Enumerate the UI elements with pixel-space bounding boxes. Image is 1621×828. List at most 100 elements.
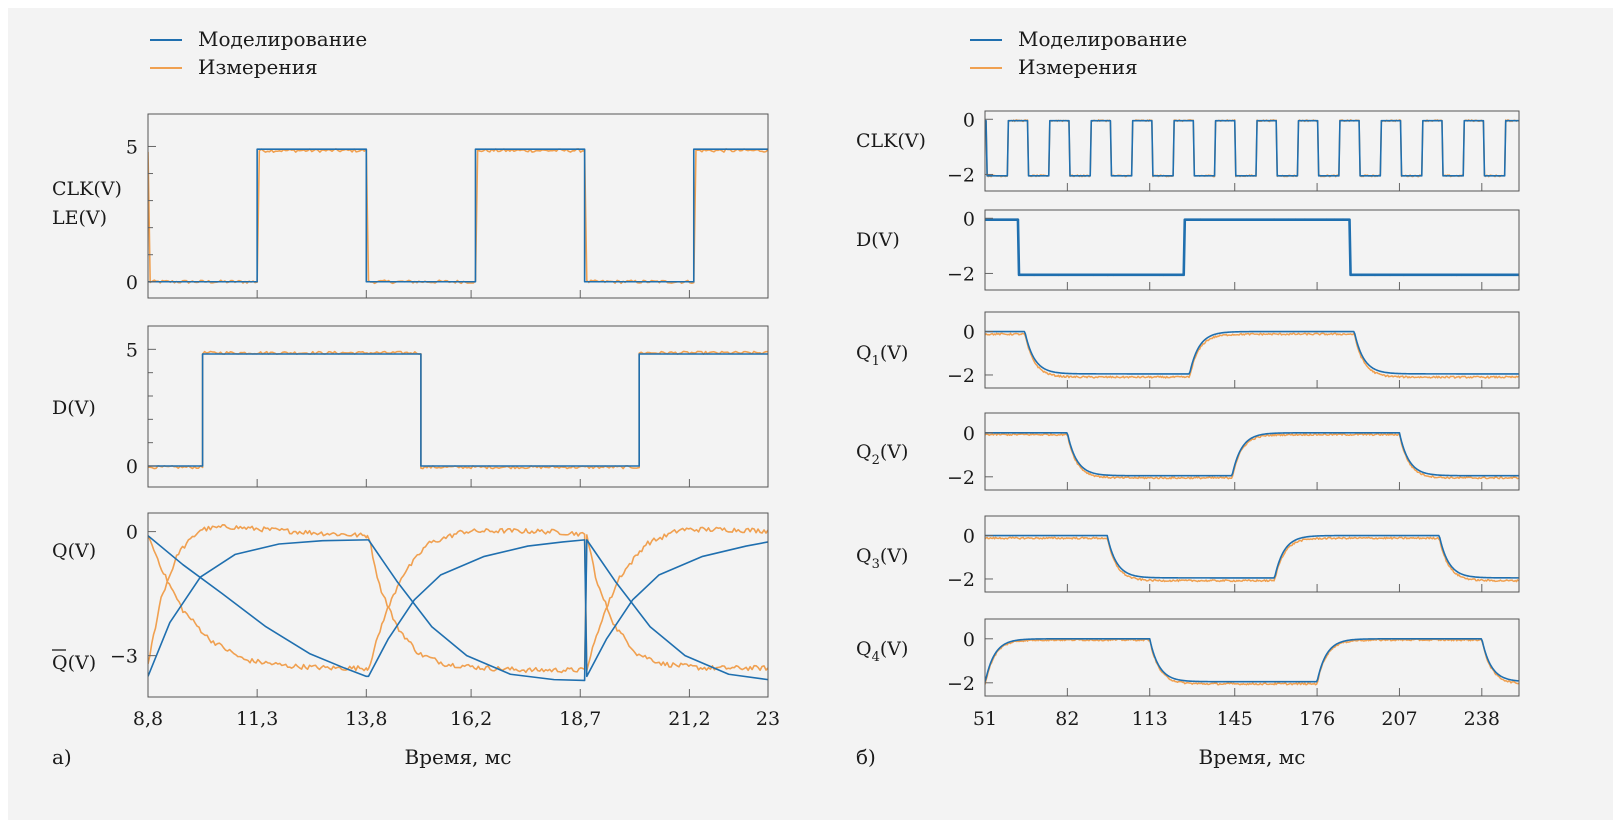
simulation-line bbox=[985, 119, 1519, 177]
plot-area bbox=[985, 312, 1519, 388]
subplot-a-2: 0 5 D(V) bbox=[52, 325, 769, 488]
plot-area bbox=[148, 114, 768, 298]
subplot-б-4: 0 −2 Q2(V) bbox=[856, 412, 1520, 491]
legend-label-measurement: Измерения bbox=[1018, 55, 1138, 79]
plot-frame bbox=[984, 209, 1520, 291]
y-axis-label: D(V) bbox=[52, 397, 96, 419]
simulation-line bbox=[148, 353, 768, 467]
legend-label-measurement: Измерения bbox=[198, 55, 318, 79]
plot-frame bbox=[984, 311, 1520, 389]
x-tick-label: 23 bbox=[756, 708, 780, 730]
series-group bbox=[148, 350, 768, 470]
series-group bbox=[985, 330, 1519, 379]
plot-area bbox=[148, 326, 768, 487]
y-axis-label: Q3(V) bbox=[856, 545, 908, 572]
y-tick-label: 0 bbox=[963, 208, 975, 230]
series-group bbox=[148, 148, 768, 285]
x-tick-label: 18,7 bbox=[559, 708, 601, 730]
y-tick-label: 0 bbox=[126, 272, 138, 294]
x-tick-label: 145 bbox=[1217, 708, 1253, 730]
series-group bbox=[985, 534, 1519, 583]
y-tick-label: −2 bbox=[947, 467, 975, 489]
subplot-б-6: 0 −2 Q4(V) bbox=[856, 618, 1520, 697]
y-tick-label: −2 bbox=[947, 263, 975, 285]
y-tick-label: −2 bbox=[947, 673, 975, 695]
x-tick-label: 51 bbox=[973, 708, 997, 730]
y-axis-label: Q2(V) bbox=[856, 441, 908, 468]
plot-area bbox=[985, 111, 1519, 191]
y-tick-label: −3 bbox=[110, 646, 138, 668]
series-group bbox=[985, 432, 1519, 480]
y-axis-label: Q1(V) bbox=[856, 342, 908, 369]
simulation-line bbox=[985, 330, 1519, 375]
y-tick-label: −2 bbox=[947, 569, 975, 591]
y-tick-label: 5 bbox=[126, 339, 138, 361]
plot-frame bbox=[147, 325, 769, 488]
y-tick-label: 0 bbox=[963, 423, 975, 445]
subplot-б-3: 0 −2 Q1(V) bbox=[856, 311, 1520, 389]
x-tick-label: 176 bbox=[1299, 708, 1335, 730]
simulation-line bbox=[985, 534, 1519, 579]
measurement-line bbox=[985, 432, 1519, 480]
plot-frame bbox=[984, 515, 1520, 593]
y-axis-label: CLK(V) bbox=[52, 178, 122, 200]
chart-panel-a: Моделирование Измерения 0 5 CLK(V) LE(V) 0 5 D(V… bbox=[52, 27, 780, 769]
simulation-line bbox=[148, 148, 768, 283]
subplot-б-2: 0 −2 D(V) bbox=[856, 208, 1520, 291]
simulation-line bbox=[148, 535, 768, 678]
plot-area bbox=[148, 513, 768, 697]
simulation-line bbox=[985, 638, 1519, 683]
x-tick-label: 8,8 bbox=[133, 708, 163, 730]
subplot-a-3: 0 −3 Q(V) Q(V) bbox=[52, 512, 769, 698]
plot-frame bbox=[984, 110, 1520, 192]
x-tick-label: 207 bbox=[1381, 708, 1417, 730]
x-axis-label: Время, мс bbox=[405, 745, 512, 769]
chart-panel-б: Моделирование Измерения 0 −2 CLK(V) 0 −2 D(V) 0 −… bbox=[856, 27, 1520, 769]
panel-caption: а) bbox=[52, 745, 72, 769]
plot-frame bbox=[984, 618, 1520, 697]
y-tick-label: −2 bbox=[947, 164, 975, 186]
measurement-line bbox=[148, 523, 768, 674]
plot-frame bbox=[984, 412, 1520, 491]
chart-root: Моделирование Измерения 0 5 CLK(V) LE(V) 0 5 D(V… bbox=[52, 27, 1520, 769]
series-group bbox=[985, 119, 1519, 178]
legend-label-simulation: Моделирование bbox=[198, 27, 367, 51]
measurement-line bbox=[985, 638, 1519, 686]
y-tick-label: 0 bbox=[963, 629, 975, 651]
plot-area bbox=[985, 516, 1519, 592]
series-group bbox=[148, 523, 768, 682]
y-tick-label: −2 bbox=[947, 365, 975, 387]
y-axis-label: D(V) bbox=[856, 229, 900, 251]
y-axis-label: LE(V) bbox=[52, 207, 107, 229]
simulation-line bbox=[148, 539, 768, 682]
plot-frame bbox=[147, 113, 769, 299]
x-tick-label: 113 bbox=[1132, 708, 1168, 730]
y-tick-label: 0 bbox=[963, 109, 975, 131]
x-tick-label: 238 bbox=[1464, 708, 1500, 730]
measurement-line bbox=[148, 526, 768, 672]
subplot-б-1: 0 −2 CLK(V) bbox=[856, 109, 1520, 192]
x-tick-label: 82 bbox=[1055, 708, 1079, 730]
simulation-line bbox=[985, 432, 1519, 477]
y-tick-label: 0 bbox=[126, 522, 138, 544]
x-tick-label: 21,2 bbox=[668, 708, 710, 730]
series-group bbox=[985, 638, 1519, 686]
plot-area bbox=[985, 210, 1519, 290]
x-axis-label: Время, мс bbox=[1199, 745, 1306, 769]
y-axis-label: Q(V) bbox=[52, 540, 96, 562]
panel-caption: б) bbox=[856, 745, 876, 769]
series-group bbox=[985, 218, 1519, 277]
y-tick-label: 0 bbox=[126, 456, 138, 478]
x-tick-label: 11,3 bbox=[236, 708, 278, 730]
subplot-б-5: 0 −2 Q3(V) bbox=[856, 515, 1520, 593]
x-tick-label: 13,8 bbox=[345, 708, 387, 730]
y-tick-label: 0 bbox=[963, 322, 975, 344]
plot-area bbox=[985, 413, 1519, 490]
y-axis-label: Q4(V) bbox=[856, 638, 908, 665]
measurement-line bbox=[985, 332, 1519, 379]
plot-frame bbox=[147, 512, 769, 698]
y-axis-label: Q(V) bbox=[52, 652, 96, 674]
x-tick-label: 16,2 bbox=[450, 708, 492, 730]
